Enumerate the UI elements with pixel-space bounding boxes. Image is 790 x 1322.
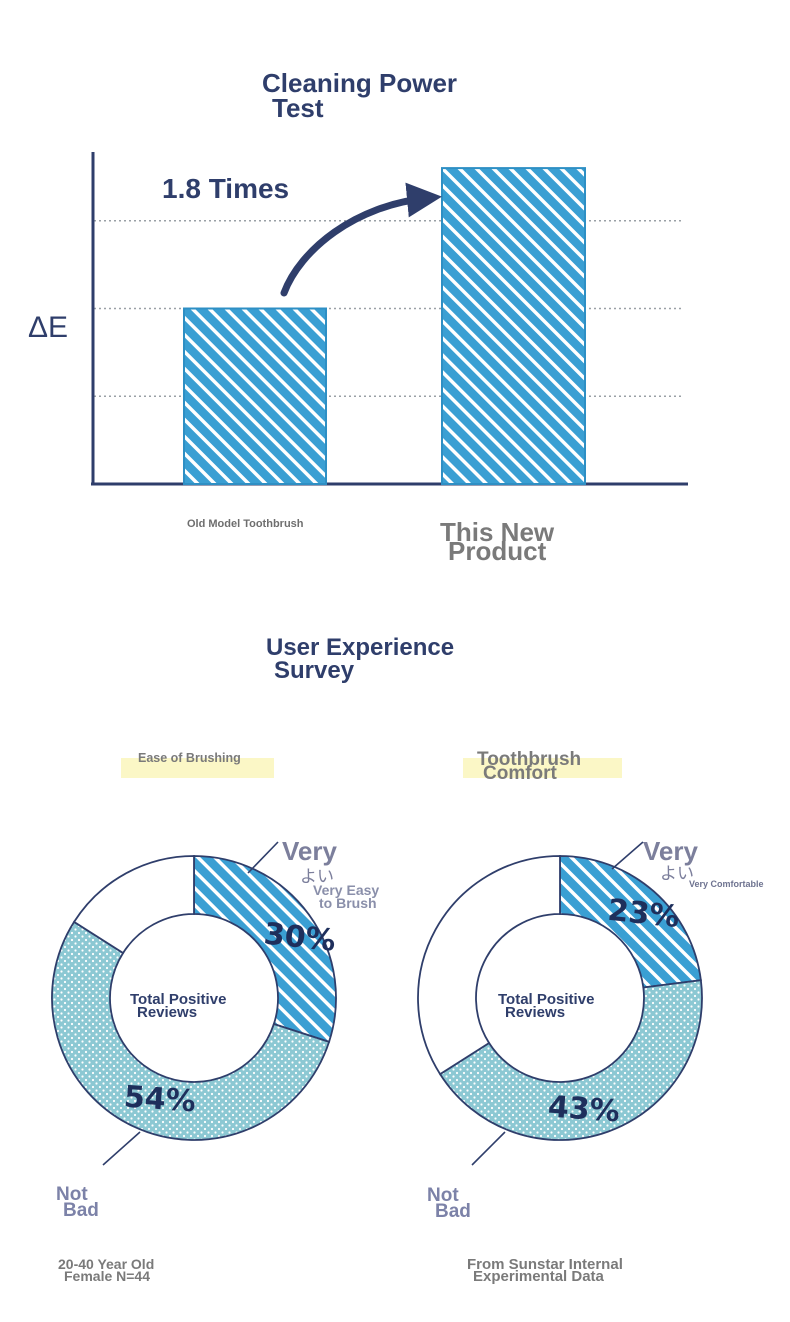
subtitle-highlight-2	[463, 758, 622, 778]
donut1-center-line2: Reviews	[137, 1004, 197, 1021]
annotation-label: 1.8 Times	[162, 173, 289, 204]
bar-0	[183, 307, 327, 485]
donut1-slices-slice-2	[72, 855, 195, 955]
donut2-very-pct: 23%	[606, 893, 681, 935]
donut2-notbad-label1: Not	[427, 1185, 459, 1206]
donut2-slices-slice-1	[438, 979, 703, 1141]
donut1-center-line1: Total Positive	[130, 991, 226, 1008]
donut2-notbad-leader	[471, 1131, 506, 1166]
donut1-very-sub1: Very Easy	[313, 882, 379, 898]
donut1-slices-slice-1	[51, 920, 331, 1141]
donut2-notbad-label2: Bad	[435, 1201, 471, 1222]
survey-title-line2: Survey	[274, 657, 355, 684]
category-label-1-line2: Product	[448, 536, 547, 566]
donut1-notbad-pct: 54%	[123, 1080, 197, 1120]
gridlines	[94, 220, 684, 397]
donut2-very-jp: よい	[660, 864, 694, 884]
bar-1	[441, 167, 586, 485]
donut2-notbad-pct: 43%	[547, 1090, 621, 1130]
chart-title-line1: Cleaning Power	[262, 68, 457, 98]
donut2-slices	[417, 855, 703, 1141]
donut2-very-label: Very	[643, 836, 698, 866]
donut2-very-sub1: Very Comfortable	[689, 879, 764, 889]
subtitle-highlight	[121, 758, 274, 778]
donut1-very-sub2: to Brush	[319, 895, 377, 911]
category-label-0: Old Model Toothbrush	[187, 518, 304, 530]
donut1-slices-slice-0	[193, 855, 337, 1044]
donut1-footnote1: 20-40 Year Old	[58, 1256, 154, 1272]
donut1-notbad-label1: Not	[56, 1184, 88, 1205]
donut1-slices	[51, 855, 337, 1141]
donut2-slices-slice-2	[417, 855, 561, 1076]
chart-title-line2: Test	[272, 93, 324, 123]
bar-chart: Cleaning Power Test ΔE 1.8 Times Old Mod…	[28, 68, 688, 566]
y-axis-label: ΔE	[28, 311, 68, 344]
bars	[183, 167, 586, 485]
donut2-slices-slice-0	[559, 855, 702, 989]
donut1-notbad-leader	[102, 1131, 141, 1166]
donut2-footnote1: From Sunstar Internal	[467, 1256, 623, 1273]
donut1-very-leader	[247, 841, 279, 874]
donut-chart-comfort: Toothbrush Comfort Total Positive Review…	[417, 749, 764, 1285]
donut2-footnote2: Experimental Data	[473, 1268, 605, 1285]
donut2-center-line1: Total Positive	[498, 991, 594, 1008]
donut2-center-line2: Reviews	[505, 1004, 565, 1021]
donut2-subtitle1: Toothbrush	[477, 749, 581, 770]
donut1-very-label: Very	[282, 836, 337, 866]
donut-chart-ease: Ease of Brushing Total Positive Reviews …	[51, 751, 379, 1284]
survey-title-line1: User Experience	[266, 634, 454, 661]
donut1-very-pct: 30%	[262, 917, 337, 959]
donut1-very-jp: よい	[300, 867, 334, 887]
donut1-footnote2: Female N=44	[64, 1268, 150, 1284]
category-label-1-line1: This New	[440, 517, 555, 547]
donut1-subtitle: Ease of Brushing	[138, 751, 241, 765]
donut1-notbad-label2: Bad	[63, 1200, 99, 1221]
donut2-very-leader	[611, 841, 644, 870]
increase-arrow-icon	[280, 182, 442, 297]
donut2-subtitle2: Comfort	[483, 763, 558, 784]
